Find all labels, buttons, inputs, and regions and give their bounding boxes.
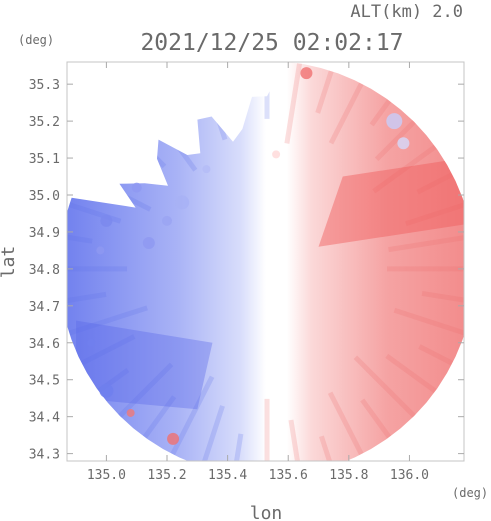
radial-streak [71,334,136,371]
radial-streak [405,199,464,227]
y-tick-label: 34.7 [29,300,60,315]
echo-cell [272,150,281,159]
altitude-label: ALT(km) 2.0 [350,2,463,22]
x-tick-label: 135.2 [147,468,186,483]
radial-streak [197,405,225,461]
radial-streak [284,62,304,144]
y-axis-label: lat [0,246,19,279]
y-tick-label: 35.3 [29,78,60,93]
y-tick-label: 34.9 [29,226,60,241]
echo-cell [386,113,403,130]
chart-title: 2021/12/25 02:02:17 [140,30,403,56]
radial-streak [328,73,369,145]
echo-cell [100,214,113,227]
radial-streaks [67,62,464,461]
echo-cell [202,165,211,174]
y-tick-label: 35.0 [29,189,60,204]
echo-cell [142,237,155,250]
y-tick-label: 34.4 [29,411,60,426]
echo-cell [99,383,114,398]
y-tick-label: 34.3 [29,448,60,463]
radial-streak [353,355,423,425]
x-tick-label: 135.8 [329,468,368,483]
radial-streak [230,433,244,461]
radial-streak [67,305,148,339]
echo-cell [131,182,142,193]
echo-cell [167,432,180,445]
y-tick-label: 34.8 [29,263,60,278]
plot-area [67,62,464,461]
y-tick-label: 35.1 [29,152,60,167]
scattered-echoes [87,67,410,445]
radial-streak [372,138,445,194]
x-tick-label: 135.0 [87,468,126,483]
x-tick-label: 135.6 [269,468,308,483]
echo-cell [175,195,190,210]
radial-streak [89,138,133,173]
radial-streak [111,362,174,425]
radial-streak [388,232,464,253]
radial-streak [319,435,337,461]
x-axis-label: lon [250,503,283,521]
radial-streak [327,391,369,461]
radial-streak [374,112,423,162]
echo-cell [87,338,96,347]
radial-streak [393,307,464,339]
y-axis: 34.3 34.4 34.5 34.6 34.7 34.8 34.9 35.0 35.1 35.2… [29,78,464,463]
radial-streak [111,112,167,169]
x-unit-label: (deg) [452,486,488,500]
radial-streak [385,353,445,400]
radial-streak [67,291,107,306]
x-axis: 135.0 135.2 135.4 135.6 135.8 136.0 [87,62,429,483]
radial-streak [288,419,304,461]
radial-streak [67,232,93,244]
plot-frame [66,61,465,462]
y-unit-label: (deg) [18,33,54,47]
echo-cell [126,408,135,417]
radial-streak [230,62,243,99]
x-tick-label: 135.4 [208,468,247,483]
radial-streak [421,290,464,306]
radial-streak [165,73,198,129]
strong-receding-band [318,158,464,247]
radial-streak [165,375,215,461]
echo-cell [300,67,313,80]
y-tick-label: 34.6 [29,337,60,352]
radar-coverage [67,62,464,461]
y-tick-label: 35.2 [29,115,60,130]
echo-cell [162,215,173,226]
echo-cell [397,137,410,150]
echo-cell [96,246,105,255]
y-tick-label: 34.5 [29,374,60,389]
x-tick-label: 136.0 [390,468,429,483]
